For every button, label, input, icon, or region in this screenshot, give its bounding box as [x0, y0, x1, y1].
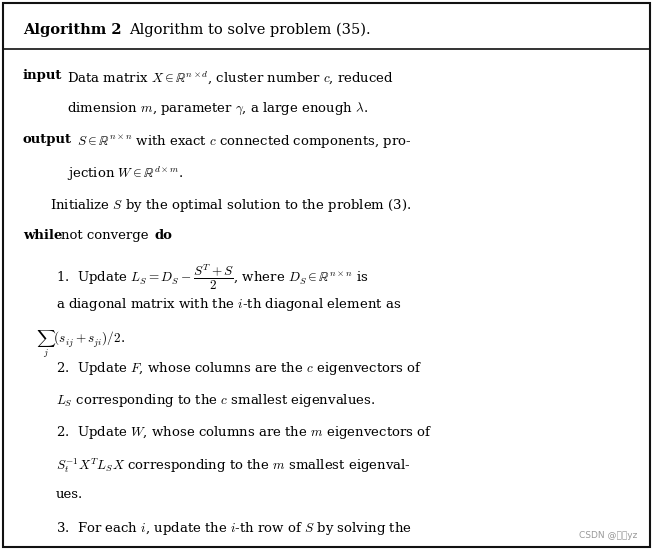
- Text: Initialize $S$ by the optimal solution to the problem (3).: Initialize $S$ by the optimal solution t…: [50, 197, 412, 213]
- FancyBboxPatch shape: [3, 3, 650, 547]
- Text: $S \in \mathbb{R}^{n\times n}$ with exact $c$ connected components, pro-: $S \in \mathbb{R}^{n\times n}$ with exac…: [77, 133, 411, 150]
- Text: 1.  Update $L_S = D_S - \dfrac{S^T+S}{2}$, where $D_S \in \mathbb{R}^{n\times n}: 1. Update $L_S = D_S - \dfrac{S^T+S}{2}$…: [56, 263, 368, 293]
- Text: $S_t^{-1}X^T L_S X$ corresponding to the $m$ smallest eigenval-: $S_t^{-1}X^T L_S X$ corresponding to the…: [56, 456, 411, 475]
- Text: 3.  For each $i$, update the $i$-th row of $S$ by solving the: 3. For each $i$, update the $i$-th row o…: [56, 520, 411, 537]
- Text: $L_S$ corresponding to the $c$ smallest eigenvalues.: $L_S$ corresponding to the $c$ smallest …: [56, 392, 375, 409]
- Text: input: input: [23, 69, 62, 82]
- Text: a diagonal matrix with the $i$-th diagonal element as: a diagonal matrix with the $i$-th diagon…: [56, 296, 401, 314]
- Text: do: do: [154, 229, 172, 241]
- Text: Algorithm to solve problem (35).: Algorithm to solve problem (35).: [129, 23, 371, 37]
- Text: dimension $m$, parameter $\gamma$, a large enough $\lambda$.: dimension $m$, parameter $\gamma$, a lar…: [67, 101, 369, 117]
- Text: not converge: not converge: [61, 229, 152, 241]
- Text: ues.: ues.: [56, 488, 83, 501]
- Text: Algorithm 2: Algorithm 2: [23, 23, 122, 37]
- Text: CSDN @一舟yz: CSDN @一舟yz: [579, 531, 638, 540]
- Text: $\sum_j(s_{ij} + s_{ji})/2$.: $\sum_j(s_{ij} + s_{ji})/2$.: [36, 328, 125, 360]
- Text: jection $W \in \mathbb{R}^{d\times m}$.: jection $W \in \mathbb{R}^{d\times m}$.: [67, 165, 184, 183]
- Text: output: output: [23, 133, 72, 146]
- Text: Data matrix $X \in \mathbb{R}^{n\times d}$, cluster number $c$, reduced: Data matrix $X \in \mathbb{R}^{n\times d…: [67, 69, 394, 86]
- Text: 2.  Update $W$, whose columns are the $m$ eigenvectors of: 2. Update $W$, whose columns are the $m$…: [56, 424, 432, 441]
- Text: while: while: [23, 229, 62, 241]
- Text: 2.  Update $F$, whose columns are the $c$ eigenvectors of: 2. Update $F$, whose columns are the $c$…: [56, 360, 422, 377]
